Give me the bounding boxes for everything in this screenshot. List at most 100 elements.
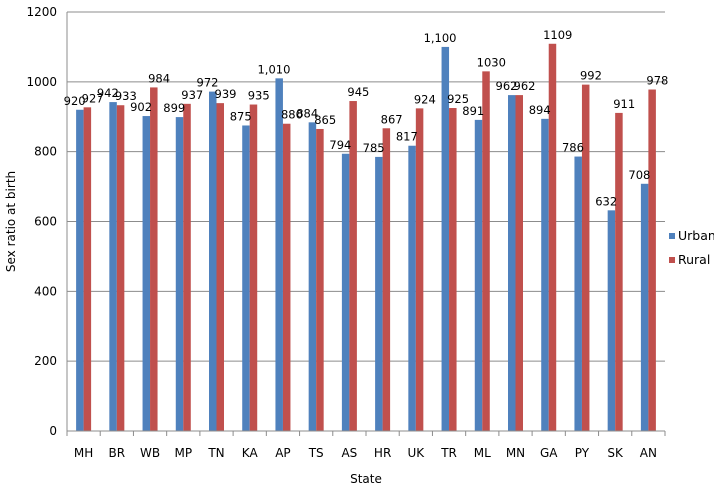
bar-urban-ml (474, 119, 483, 431)
data-label-rural-sk: 911 (613, 97, 635, 111)
data-label-urban-as: 794 (329, 138, 351, 152)
y-tick-label: 1200 (26, 5, 57, 19)
bar-urban-sk (607, 210, 616, 431)
bar-rural-hr (382, 128, 391, 431)
x-tick-label-mh: MH (74, 446, 93, 460)
data-label-rural-as: 945 (347, 85, 369, 99)
x-axis-title: State (350, 472, 382, 486)
x-tick-label-tn: TN (207, 446, 224, 460)
bar-urban-as (341, 153, 350, 432)
bar-rural-ml (482, 71, 490, 431)
data-label-rural-br: 933 (115, 89, 137, 103)
x-tick-label-br: BR (109, 446, 126, 460)
data-label-rural-ts: 865 (314, 113, 336, 127)
data-label-rural-ga: 1109 (543, 28, 572, 42)
x-tick-label-uk: UK (408, 446, 426, 460)
data-label-urban-br: 942 (97, 86, 119, 100)
data-label-urban-ml: 891 (462, 104, 484, 118)
y-tick-label: 0 (49, 424, 57, 438)
legend-swatch-rural (669, 257, 675, 263)
bar-rural-an (648, 89, 656, 431)
bar-rural-mh (83, 107, 92, 431)
bar-rural-wb (150, 87, 158, 432)
data-label-urban-ap: 1,010 (257, 62, 290, 76)
data-label-urban-mp: 899 (163, 101, 185, 115)
y-tick-label: 1000 (26, 75, 57, 89)
x-tick-label-sk: SK (607, 446, 624, 460)
bar-rural-ka (249, 104, 258, 431)
bar-urban-wb (142, 116, 151, 431)
data-label-urban-sk: 632 (595, 194, 617, 208)
x-tick-label-ap: AP (275, 446, 290, 460)
bar-urban-tr (441, 46, 450, 432)
axes (66, 12, 666, 436)
data-label-rural-ml: 1030 (477, 55, 506, 69)
data-label-rural-mh: 927 (82, 91, 104, 105)
x-tick-label-as: AS (341, 446, 357, 460)
x-tick-label-ml: ML (474, 446, 491, 460)
x-tick-label-wb: WB (140, 446, 160, 460)
data-label-urban-py: 786 (562, 141, 584, 155)
data-label-urban-ts: 884 (296, 106, 318, 120)
bar-rural-ts (316, 128, 324, 432)
data-label-rural-wb: 984 (148, 71, 170, 85)
bar-urban-hr (375, 156, 383, 431)
legend-label-urban: Urban (678, 228, 714, 243)
x-tick-label-ga: GA (540, 446, 558, 460)
data-label-urban-mn: 962 (496, 79, 518, 93)
bars (76, 43, 656, 432)
data-label-urban-hr: 785 (363, 141, 385, 155)
x-tick-label-an: AN (640, 446, 657, 460)
bar-rural-tr (449, 108, 457, 431)
data-label-rural-ka: 935 (248, 89, 270, 103)
x-tick-label-ts: TS (308, 446, 324, 460)
bar-urban-tn (209, 91, 217, 432)
bar-urban-mn (508, 95, 516, 431)
x-tick-label-ka: KA (242, 446, 259, 460)
data-label-rural-an: 978 (646, 74, 668, 88)
bar-urban-an (640, 183, 649, 431)
bar-rural-mn (515, 95, 523, 431)
x-tick-label-mp: MP (174, 446, 192, 460)
data-label-urban-wb: 902 (130, 100, 152, 114)
bar-urban-ga (541, 118, 549, 431)
bar-urban-ts (308, 122, 317, 431)
legend-label-rural: Rural (678, 252, 710, 267)
data-label-urban-uk: 817 (396, 130, 418, 144)
bar-rural-tn (216, 103, 224, 431)
bar-urban-mp (175, 117, 184, 431)
bar-rural-ga (548, 43, 557, 431)
bar-rural-br (116, 105, 125, 431)
bar-urban-br (109, 102, 117, 432)
legend-swatch-urban (669, 233, 675, 239)
y-tick-label: 600 (34, 215, 57, 229)
data-label-urban-mh: 920 (64, 94, 86, 108)
tick-labels: 0 200 400 600 800 1000 1200 MH BR WB MP TN KA AP TS AS H… (26, 5, 657, 460)
data-label-urban-ka: 875 (230, 109, 252, 123)
x-tick-label-py: PY (575, 446, 590, 460)
data-label-rural-ap: 880 (281, 108, 303, 122)
data-label-urban-tn: 972 (197, 76, 219, 90)
bar-rural-sk (615, 112, 623, 431)
data-label-rural-tn: 939 (215, 87, 237, 101)
data-label-urban-tr: 1,100 (424, 31, 457, 45)
bar-urban-ka (242, 125, 250, 432)
data-label-rural-mp: 937 (181, 88, 203, 102)
bar-urban-mh (76, 109, 84, 432)
data-label-rural-tr: 925 (447, 92, 469, 106)
data-label-rural-py: 992 (580, 69, 602, 83)
y-axis-title: Sex ratio at birth (4, 171, 18, 272)
bar-rural-ap (282, 123, 291, 431)
gridlines (67, 11, 665, 362)
x-tick-label-tr: TR (440, 446, 457, 460)
y-tick-label: 800 (34, 145, 57, 159)
y-tick-label: 400 (34, 284, 57, 298)
bar-rural-mp (183, 103, 191, 431)
data-label-rural-uk: 924 (414, 92, 436, 106)
data-label-urban-ga: 894 (529, 103, 551, 117)
bar-urban-py (574, 156, 582, 431)
bar-rural-uk (415, 108, 424, 432)
